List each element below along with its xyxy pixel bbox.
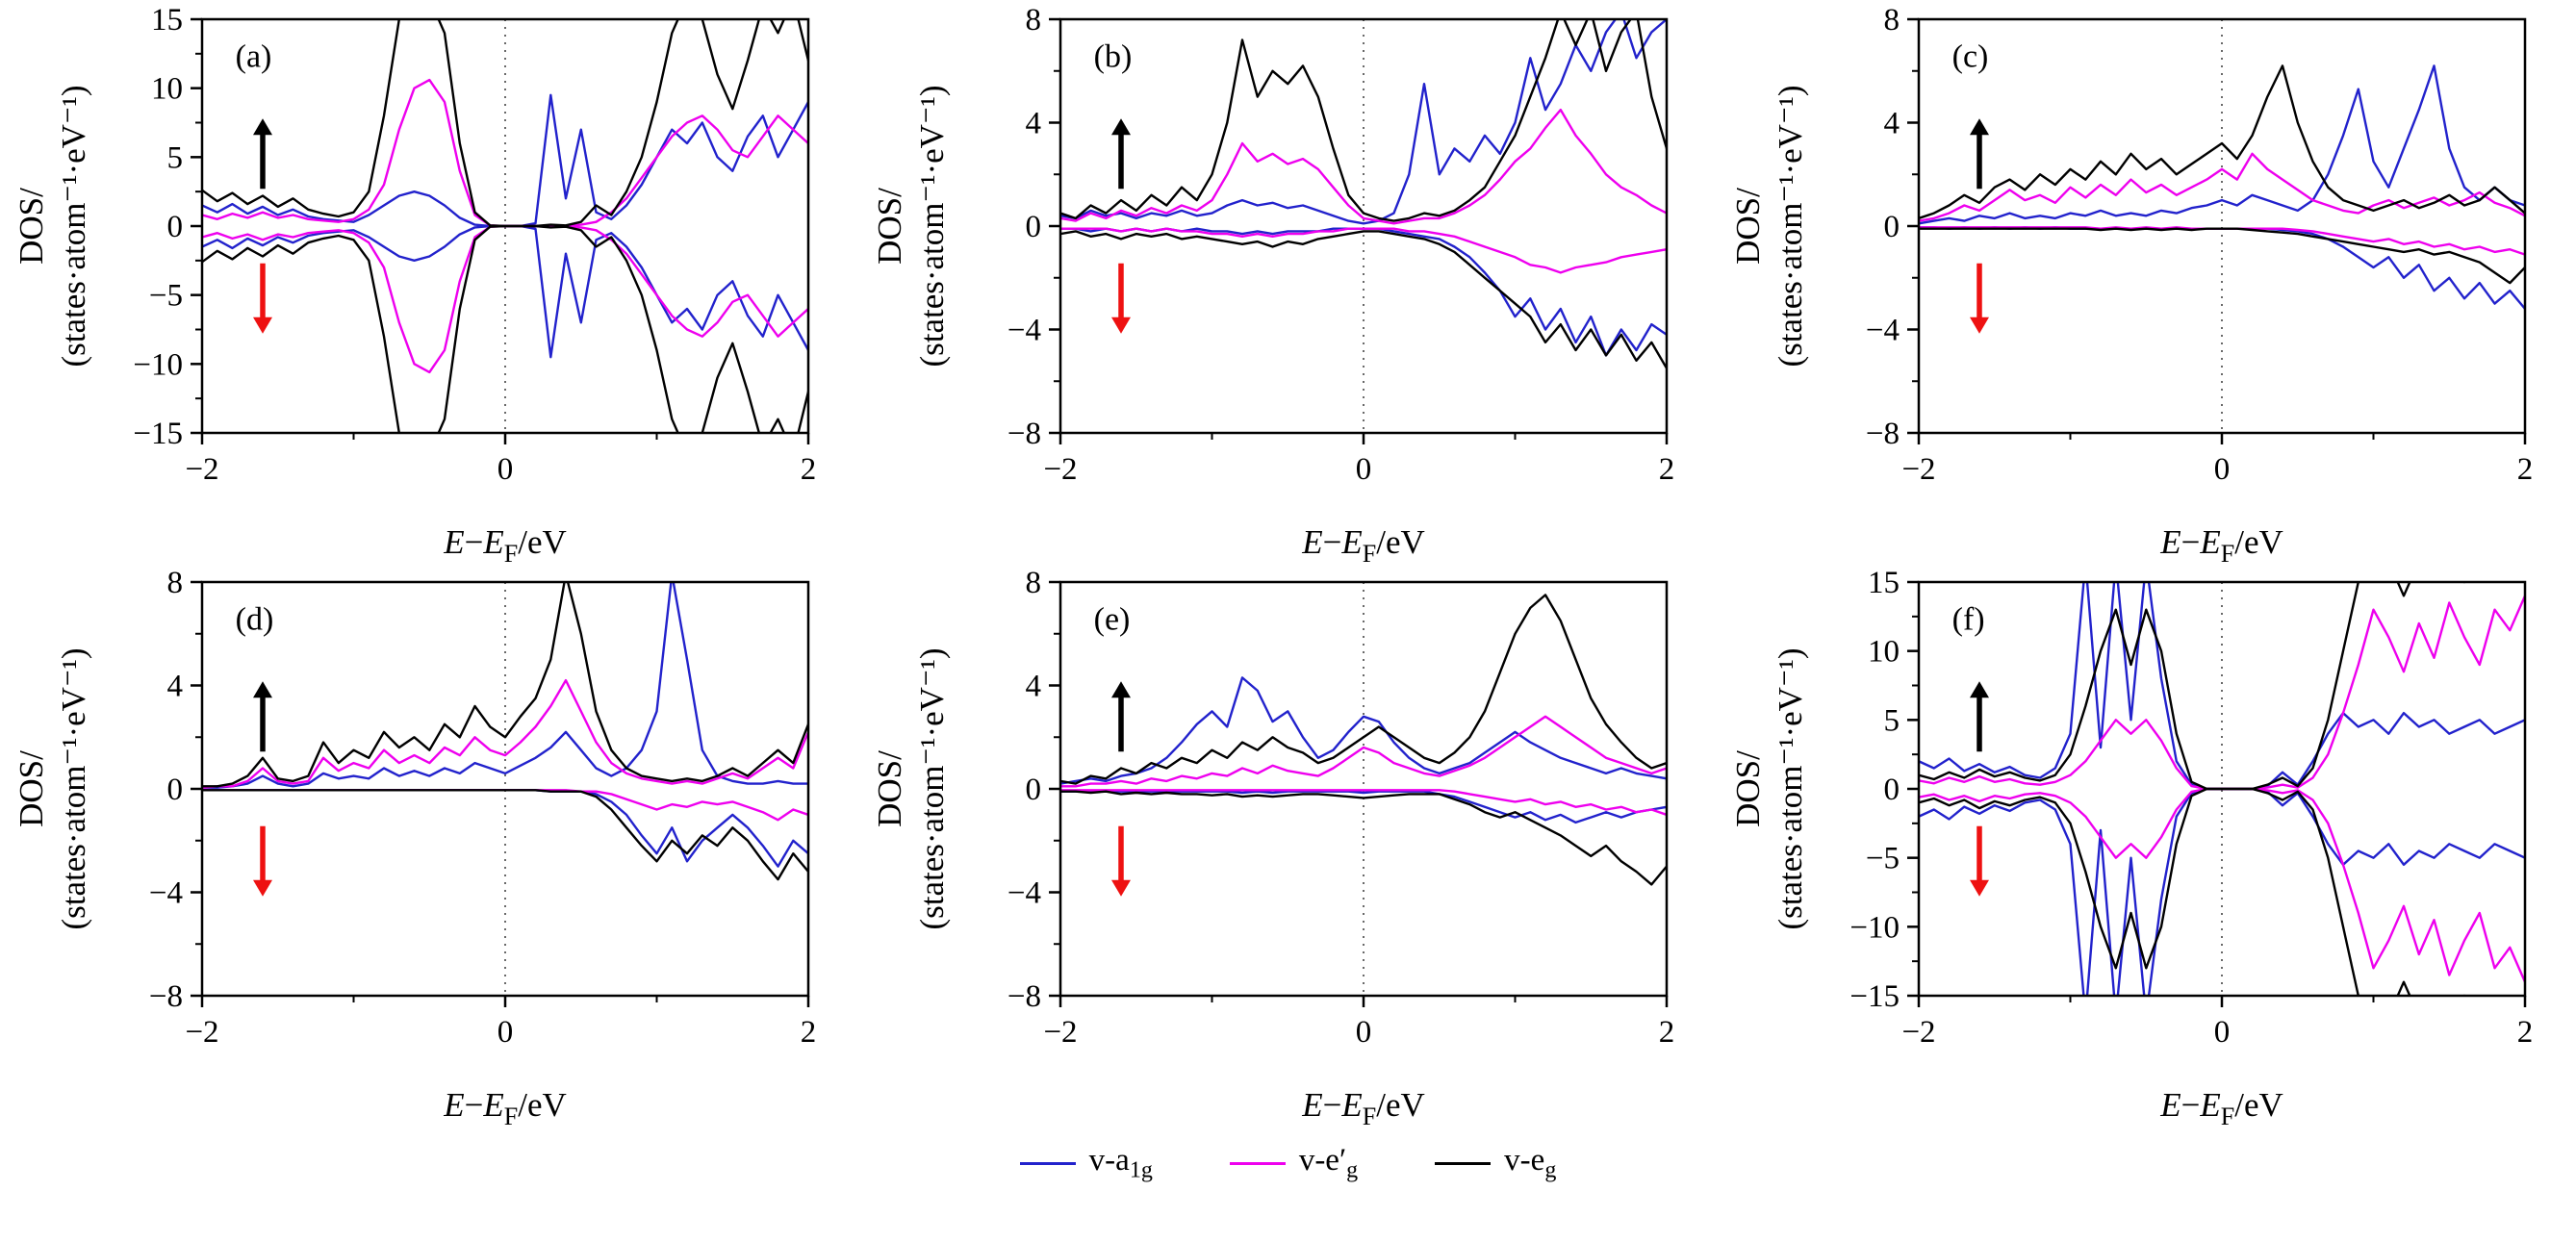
svg-text:0: 0 (1026, 210, 1042, 244)
legend-line-eg-icon (1435, 1161, 1492, 1165)
dos-panel-c: −2 0 2 −8 −4 0 4 8 (c) E−EF/eV DOS/(states·atom⁻¹·… (1729, 4, 2534, 567)
svg-text:E−EF/eV: E−EF/eV (1301, 1086, 1425, 1129)
svg-text:DOS/: DOS/ (871, 750, 908, 827)
svg-text:4: 4 (1026, 107, 1042, 141)
svg-text:0: 0 (1884, 210, 1900, 244)
svg-text:−2: −2 (185, 452, 218, 487)
svg-text:−8: −8 (1007, 979, 1041, 1014)
svg-text:0: 0 (497, 452, 514, 487)
dos-figure: −2 0 2 −15 −10 −5 0 5 10 15 (a) E−EF/eV DOS/(states·… (0, 4, 2576, 1184)
svg-text:(states·atom⁻¹·eV⁻¹): (states·atom⁻¹·eV⁻¹) (1772, 647, 1809, 929)
svg-text:8: 8 (167, 567, 184, 600)
legend-item-epg: v-e′g (1229, 1143, 1359, 1184)
dos-panel-a: −2 0 2 −15 −10 −5 0 5 10 15 (a) E−EF/eV DOS/(states·… (13, 4, 817, 567)
legend-item-eg: v-eg (1435, 1143, 1556, 1184)
svg-text:10: 10 (1868, 635, 1900, 670)
svg-text:2: 2 (801, 1015, 817, 1050)
legend-label-epg: v-e′g (1298, 1143, 1359, 1183)
svg-text:(states·atom⁻¹·eV⁻¹): (states·atom⁻¹·eV⁻¹) (913, 647, 951, 929)
svg-text:E−EF/eV: E−EF/eV (2159, 1086, 2283, 1129)
svg-text:15: 15 (151, 4, 183, 38)
svg-text:−5: −5 (149, 279, 183, 314)
panel-grid: −2 0 2 −15 −10 −5 0 5 10 15 (a) E−EF/eV DOS/(states·… (13, 4, 2534, 1129)
svg-text:(d): (d) (236, 601, 274, 637)
svg-text:4: 4 (167, 670, 184, 704)
svg-text:(a): (a) (236, 38, 272, 74)
svg-text:−10: −10 (1849, 910, 1900, 945)
svg-text:(f): (f) (1952, 601, 1985, 637)
svg-text:8: 8 (1026, 567, 1042, 600)
svg-text:DOS/: DOS/ (871, 188, 908, 265)
svg-text:−2: −2 (1043, 1015, 1077, 1050)
svg-text:−8: −8 (1866, 417, 1900, 451)
svg-text:8: 8 (1884, 4, 1900, 38)
legend-line-a1g-icon (1019, 1161, 1076, 1165)
svg-text:−8: −8 (149, 979, 183, 1014)
svg-text:(states·atom⁻¹·eV⁻¹): (states·atom⁻¹·eV⁻¹) (55, 85, 92, 367)
svg-text:(b): (b) (1094, 38, 1133, 74)
svg-text:0: 0 (497, 1015, 514, 1050)
svg-text:(c): (c) (1952, 38, 1989, 74)
svg-text:(e): (e) (1094, 601, 1131, 637)
svg-text:2: 2 (2517, 452, 2534, 487)
svg-text:(states·atom⁻¹·eV⁻¹): (states·atom⁻¹·eV⁻¹) (1772, 85, 1809, 367)
svg-text:0: 0 (1356, 452, 1372, 487)
svg-text:−2: −2 (1901, 1015, 1935, 1050)
svg-text:−8: −8 (1007, 417, 1041, 451)
dos-panel-d: −2 0 2 −8 −4 0 4 8 (d) E−EF/eV DOS/(states·atom⁻¹·… (13, 567, 817, 1129)
svg-text:−2: −2 (185, 1015, 218, 1050)
svg-text:DOS/: DOS/ (1729, 750, 1767, 827)
svg-text:15: 15 (1868, 567, 1900, 600)
svg-text:10: 10 (151, 72, 183, 107)
svg-text:−2: −2 (1043, 452, 1077, 487)
legend-item-a1g: v-a1g (1019, 1143, 1153, 1184)
svg-text:0: 0 (1356, 1015, 1372, 1050)
svg-text:2: 2 (801, 452, 817, 487)
svg-text:−5: −5 (1866, 842, 1900, 876)
svg-text:E−EF/eV: E−EF/eV (443, 523, 567, 567)
svg-text:5: 5 (167, 140, 184, 175)
legend-label-eg: v-eg (1504, 1143, 1557, 1183)
svg-text:−15: −15 (1849, 979, 1900, 1014)
svg-text:8: 8 (1026, 4, 1042, 38)
svg-text:4: 4 (1884, 107, 1900, 141)
legend-line-epg-icon (1229, 1161, 1286, 1165)
svg-text:(states·atom⁻¹·eV⁻¹): (states·atom⁻¹·eV⁻¹) (55, 647, 92, 929)
svg-text:−4: −4 (1007, 876, 1041, 911)
svg-text:E−EF/eV: E−EF/eV (2159, 523, 2283, 567)
dos-panel-f: −2 0 2 −15 −10 −5 0 5 10 15 (f) E−EF/eV DOS/(states·… (1729, 567, 2534, 1129)
svg-text:0: 0 (2214, 1015, 2231, 1050)
svg-text:−10: −10 (133, 347, 183, 382)
svg-text:−15: −15 (133, 417, 183, 451)
svg-text:2: 2 (1659, 452, 1675, 487)
svg-text:−4: −4 (149, 876, 183, 911)
svg-text:DOS/: DOS/ (13, 188, 50, 265)
svg-text:0: 0 (1026, 773, 1042, 807)
svg-text:5: 5 (1884, 703, 1900, 738)
dos-panel-e: −2 0 2 −8 −4 0 4 8 (e) E−EF/eV DOS/(states·atom⁻¹·… (871, 567, 1675, 1129)
svg-text:DOS/: DOS/ (13, 750, 50, 827)
svg-text:4: 4 (1026, 670, 1042, 704)
svg-text:E−EF/eV: E−EF/eV (1301, 523, 1425, 567)
svg-text:E−EF/eV: E−EF/eV (443, 1086, 567, 1129)
svg-text:(states·atom⁻¹·eV⁻¹): (states·atom⁻¹·eV⁻¹) (913, 85, 951, 367)
svg-text:−4: −4 (1007, 314, 1041, 348)
legend-label-a1g: v-a1g (1088, 1143, 1153, 1183)
svg-text:DOS/: DOS/ (1729, 188, 1767, 265)
svg-text:−4: −4 (1866, 314, 1900, 348)
svg-text:2: 2 (2517, 1015, 2534, 1050)
svg-text:0: 0 (167, 773, 184, 807)
svg-text:0: 0 (167, 210, 184, 244)
legend: v-a1g v-e′g v-eg (0, 1143, 2576, 1184)
svg-text:0: 0 (2214, 452, 2231, 487)
svg-text:0: 0 (1884, 773, 1900, 807)
svg-text:2: 2 (1659, 1015, 1675, 1050)
dos-panel-b: −2 0 2 −8 −4 0 4 8 (b) E−EF/eV DOS/(states·atom⁻¹·… (871, 4, 1675, 567)
svg-text:−2: −2 (1901, 452, 1935, 487)
